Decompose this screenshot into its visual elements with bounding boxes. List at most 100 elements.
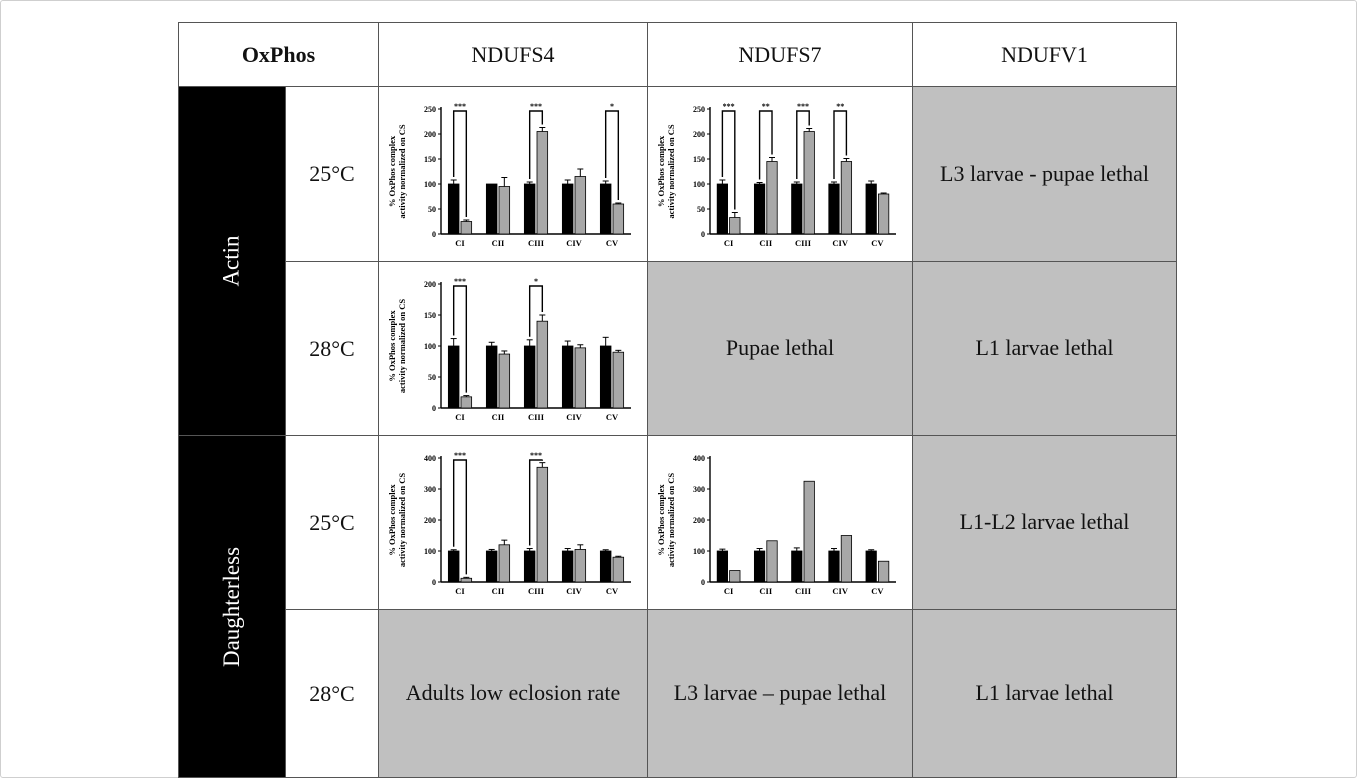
significance-label: **: [762, 102, 770, 111]
bar-chart-actin-25-ndufs4: % OxPhos complex activity normalized on C…: [387, 102, 631, 248]
plot-cell-da-25-ndufs7: % OxPhos complex activity normalized on C…: [647, 435, 913, 610]
bar-CII-series-2: [498, 544, 511, 583]
bar-CII-series-1: [485, 345, 498, 409]
status-actin-28-ndufv1: L1 larvae lethal: [912, 261, 1177, 436]
x-tick-label: CIV: [566, 412, 582, 422]
temp-da-25: 25°C: [285, 435, 379, 610]
bar-CI-series-1: [447, 345, 460, 409]
significance-bracket: [721, 110, 736, 210]
bar-CIII-series-2: [536, 320, 549, 409]
y-tick-label: 0: [432, 230, 436, 239]
status-da-28-ndufs7: L3 larvae – pupae lethal: [647, 609, 913, 778]
header-ndufv1: NDUFV1: [912, 22, 1177, 87]
x-tick-label: CIII: [528, 238, 545, 248]
y-axis-label-line-1: % OxPhos complex: [656, 484, 666, 556]
bar-CIII-series-2: [803, 131, 815, 235]
y-tick-label: 150: [424, 311, 436, 320]
x-tick-label: CIV: [566, 586, 582, 596]
x-tick-label: CV: [871, 238, 884, 248]
significance-bracket: [452, 459, 468, 575]
status-da-28-ndufv1: L1 larvae lethal: [912, 609, 1177, 778]
header-oxphos: OxPhos: [178, 22, 379, 87]
bar-CI-series-1: [447, 183, 460, 235]
significance-bracket: [604, 110, 620, 200]
bar-CIII-series-2: [536, 131, 549, 235]
significance-label: ***: [454, 102, 466, 111]
plot-cell-da-25-ndufs4: % OxPhos complex activity normalized on C…: [378, 435, 648, 610]
x-tick-label: CI: [455, 586, 465, 596]
bar-CIII-series-1: [791, 183, 803, 235]
bar-CI-series-2: [460, 396, 473, 409]
bar-CIV-series-2: [840, 535, 853, 583]
x-tick-label: CII: [492, 238, 505, 248]
bar-CIV-series-1: [561, 183, 574, 235]
y-tick-label: 0: [701, 230, 705, 239]
x-tick-label: CII: [492, 586, 505, 596]
y-tick-label: 0: [432, 578, 436, 587]
x-tick-label: CIV: [832, 586, 848, 596]
bar-CIV-series-1: [828, 550, 840, 583]
x-tick-label: CI: [724, 238, 734, 248]
plot-cell-actin-28-ndufs4: % OxPhos complex activity normalized on C…: [378, 261, 648, 436]
y-axis-label-line-2: activity normalized on CS: [397, 299, 407, 393]
x-tick-label: CII: [492, 412, 505, 422]
x-tick-label: CI: [455, 238, 465, 248]
significance-label: ***: [454, 277, 466, 286]
x-tick-label: CIV: [832, 238, 848, 248]
y-tick-label: 300: [693, 485, 705, 494]
x-tick-label: CIII: [795, 586, 812, 596]
x-tick-label: CII: [759, 238, 772, 248]
significance-label: ***: [454, 451, 466, 460]
bar-CII-series-2: [498, 186, 511, 235]
y-tick-label: 200: [424, 280, 436, 289]
bar-CII-series-2: [766, 540, 778, 583]
bar-chart-actin-28-ndufs4: % OxPhos complex activity normalized on C…: [387, 277, 631, 422]
y-tick-label: 50: [697, 205, 705, 214]
bar-CIII-series-1: [791, 550, 803, 583]
y-tick-label: 100: [424, 547, 436, 556]
bar-CV-series-2: [612, 556, 625, 583]
x-tick-label: CV: [606, 586, 619, 596]
significance-bracket: [452, 110, 468, 217]
bar-CII-series-1: [485, 550, 498, 583]
bar-CI-series-1: [716, 550, 728, 583]
y-tick-label: 100: [693, 547, 705, 556]
y-axis-label-line-1: % OxPhos complex: [387, 310, 397, 382]
bar-CV-series-2: [612, 203, 625, 235]
x-tick-label: CIII: [528, 586, 545, 596]
significance-bracket: [796, 110, 810, 179]
y-axis-label-line-2: activity normalized on CS: [397, 124, 407, 218]
bar-CV-series-1: [599, 345, 612, 409]
plot-cell-actin-25-ndufs7: % OxPhos complex activity normalized on C…: [647, 86, 913, 262]
bar-CV-series-1: [599, 183, 612, 235]
bar-CV-series-1: [599, 550, 612, 583]
x-tick-label: CIII: [528, 412, 545, 422]
y-axis-label-line-2: activity normalized on CS: [666, 124, 676, 218]
y-tick-label: 150: [693, 155, 705, 164]
bar-CIV-series-2: [840, 161, 853, 235]
status-da-28-ndufs4: Adults low eclosion rate: [378, 609, 648, 778]
bar-CII-series-1: [753, 550, 766, 583]
bar-CIV-series-1: [561, 550, 574, 583]
significance-label: ***: [530, 451, 542, 460]
y-tick-label: 200: [693, 130, 705, 139]
x-tick-label: CV: [606, 238, 619, 248]
y-tick-label: 250: [424, 105, 436, 114]
bar-CII-series-2: [498, 353, 511, 409]
temp-da-28: 28°C: [285, 609, 379, 778]
bar-CIII-series-1: [523, 345, 536, 409]
status-da-25-ndufv1: L1-L2 larvae lethal: [912, 435, 1177, 610]
y-tick-label: 50: [428, 373, 436, 382]
bar-CI-series-1: [447, 550, 460, 583]
significance-label: *: [534, 277, 538, 286]
significance-label: **: [836, 102, 844, 111]
header-ndufs4: NDUFS4: [378, 22, 648, 87]
bar-CI-series-2: [460, 221, 473, 235]
group-daughterless: Daughterless: [178, 435, 286, 778]
y-tick-label: 200: [424, 130, 436, 139]
significance-bracket: [833, 110, 848, 179]
y-tick-label: 200: [693, 516, 705, 525]
y-axis-label-line-1: % OxPhos complex: [656, 135, 666, 207]
y-tick-label: 300: [424, 485, 436, 494]
bar-CI-series-2: [729, 570, 741, 583]
